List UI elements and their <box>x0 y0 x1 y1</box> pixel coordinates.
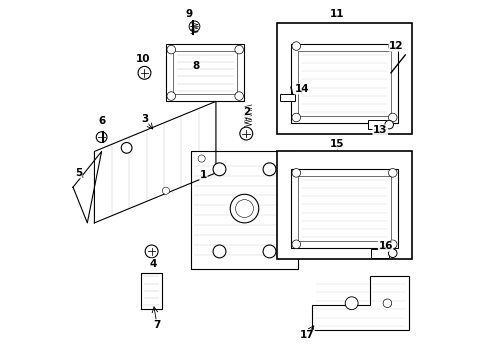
Circle shape <box>387 249 396 257</box>
Text: 17: 17 <box>299 330 314 341</box>
Circle shape <box>213 163 225 176</box>
Text: 11: 11 <box>329 9 344 19</box>
Circle shape <box>384 120 393 129</box>
Polygon shape <box>312 276 408 330</box>
Text: 15: 15 <box>329 139 344 149</box>
Circle shape <box>291 113 300 122</box>
Polygon shape <box>290 44 397 123</box>
Circle shape <box>166 92 175 100</box>
Polygon shape <box>290 169 397 248</box>
Circle shape <box>291 240 300 249</box>
Circle shape <box>235 200 253 217</box>
Polygon shape <box>94 102 216 223</box>
Circle shape <box>166 45 175 54</box>
Text: 5: 5 <box>75 168 82 178</box>
Circle shape <box>291 168 300 177</box>
Text: 14: 14 <box>294 84 308 94</box>
Circle shape <box>387 240 396 249</box>
Circle shape <box>263 163 275 176</box>
Polygon shape <box>73 152 102 223</box>
Text: 1: 1 <box>200 170 206 180</box>
Bar <box>276 152 411 258</box>
Circle shape <box>387 168 396 177</box>
Circle shape <box>263 245 275 258</box>
Circle shape <box>291 42 300 50</box>
Polygon shape <box>190 152 298 269</box>
Bar <box>370 249 388 257</box>
Circle shape <box>213 245 225 258</box>
Polygon shape <box>141 273 162 309</box>
Circle shape <box>234 92 243 100</box>
Text: 6: 6 <box>98 116 105 126</box>
Circle shape <box>230 194 258 223</box>
Bar <box>367 120 385 129</box>
Text: 8: 8 <box>192 61 200 71</box>
Bar <box>298 176 390 241</box>
Text: 9: 9 <box>185 9 192 19</box>
Text: 2: 2 <box>242 107 249 117</box>
Bar <box>173 51 237 94</box>
Circle shape <box>387 42 396 50</box>
Bar <box>298 51 390 116</box>
Circle shape <box>382 299 391 307</box>
Text: 13: 13 <box>372 125 386 135</box>
Text: 12: 12 <box>388 41 403 51</box>
Text: 4: 4 <box>149 259 157 269</box>
Text: 10: 10 <box>135 54 150 64</box>
Bar <box>280 94 294 102</box>
Circle shape <box>121 143 132 153</box>
Text: 16: 16 <box>378 241 392 251</box>
Circle shape <box>345 297 357 310</box>
Text: 7: 7 <box>153 320 161 330</box>
Bar <box>276 23 411 134</box>
Circle shape <box>198 155 205 162</box>
Circle shape <box>234 45 243 54</box>
Circle shape <box>387 113 396 122</box>
Text: 3: 3 <box>141 114 148 124</box>
Polygon shape <box>165 44 244 102</box>
Circle shape <box>162 187 169 194</box>
